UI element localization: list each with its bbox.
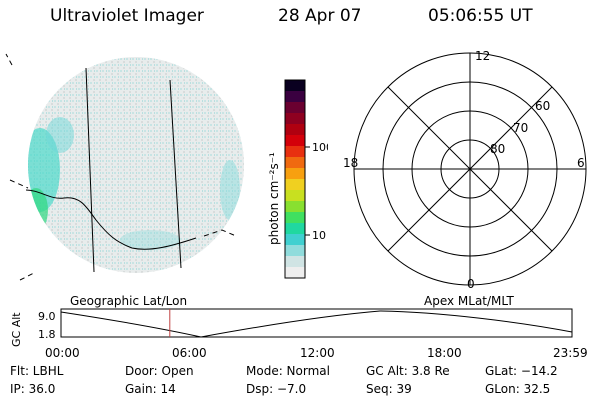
time-label: 05:06:55 UT	[428, 6, 533, 26]
colorbar-tick-label-100: 100	[312, 141, 328, 154]
info-dsp: Dsp: −7.0	[246, 382, 307, 396]
colorbar-swatch	[285, 245, 305, 257]
xtick-label-0: 00:00	[45, 346, 80, 360]
colorbar-swatch	[285, 179, 305, 191]
info-seq: Seq: 39	[366, 382, 412, 396]
app-title: Ultraviolet Imager	[50, 6, 204, 26]
colorbar-frame	[284, 79, 306, 279]
timeline-frame	[60, 308, 573, 338]
xtick-label-3: 18:00	[427, 346, 462, 360]
colorbar-swatch	[285, 234, 305, 246]
colorbar-swatch	[285, 168, 305, 180]
lat-label-70: 70	[513, 121, 528, 135]
timeline-left-title: Geographic Lat/Lon	[70, 294, 188, 308]
colorbar-swatch	[285, 223, 305, 235]
xtick-label-2: 12:00	[300, 346, 335, 360]
info-gc-alt: GC Alt: 3.8 Re	[366, 364, 450, 378]
mlt-label-right: 6	[577, 156, 585, 170]
info-filter: Flt: LBHL	[10, 364, 64, 378]
info-mode: Mode: Normal	[246, 364, 330, 378]
timeline-right-title: Apex MLat/MLT	[424, 294, 514, 308]
colorbar-swatch	[285, 201, 305, 213]
lat-label-60: 60	[535, 99, 550, 113]
earth-disk	[28, 57, 244, 273]
colorbar-swatch	[285, 157, 305, 169]
info-glat: GLat: −14.2	[485, 364, 558, 378]
info-glon: GLon: 32.5	[485, 382, 551, 396]
lat-label-80: 80	[490, 142, 505, 156]
colorbar-swatch	[285, 190, 305, 202]
meridian-lines	[85, 67, 182, 273]
mlt-line-diag-2	[387, 86, 553, 252]
colorbar-unit-label: photon cm⁻²s⁻¹	[267, 152, 281, 245]
altitude-timeline: 9.0 1.8 GC Alt	[10, 308, 573, 347]
colorbar-swatch	[285, 80, 305, 92]
mlt-label-left: 18	[343, 156, 358, 170]
ytick-label-bottom: 1.8	[38, 328, 56, 341]
offlimb-lines	[5, 53, 237, 281]
colorbar-swatch	[285, 124, 305, 136]
colorbar-tick-label-10: 10	[312, 229, 326, 242]
colorbar-swatch	[285, 91, 305, 103]
altitude-curve	[60, 310, 573, 338]
info-ip: IP: 36.0	[10, 382, 56, 396]
timeline-ylabel: GC Alt	[10, 312, 23, 347]
colorbar-swatches	[285, 80, 305, 279]
colorbar: 100 10 photon cm⁻²s⁻¹	[267, 79, 328, 279]
colorbar-swatch	[285, 113, 305, 125]
uv-image	[5, 53, 244, 281]
ytick-label-top: 9.0	[38, 310, 56, 323]
colorbar-swatch	[285, 102, 305, 114]
date-label: 28 Apr 07	[278, 6, 362, 26]
info-gain: Gain: 14	[125, 382, 176, 396]
xtick-label-1: 06:00	[172, 346, 207, 360]
mlt-label-bottom: 0	[467, 277, 475, 290]
colorbar-swatch	[285, 267, 305, 279]
info-door: Door: Open	[125, 364, 194, 378]
coastline	[25, 189, 197, 250]
mlt-label-top: 12	[475, 49, 490, 63]
colorbar-swatch	[285, 135, 305, 147]
xtick-label-4: 23:59	[553, 346, 588, 360]
polar-grid: 12 0 18 6 60 70 80	[343, 49, 587, 290]
colorbar-swatch	[285, 212, 305, 224]
colorbar-swatch	[285, 146, 305, 158]
colorbar-swatch	[285, 256, 305, 268]
